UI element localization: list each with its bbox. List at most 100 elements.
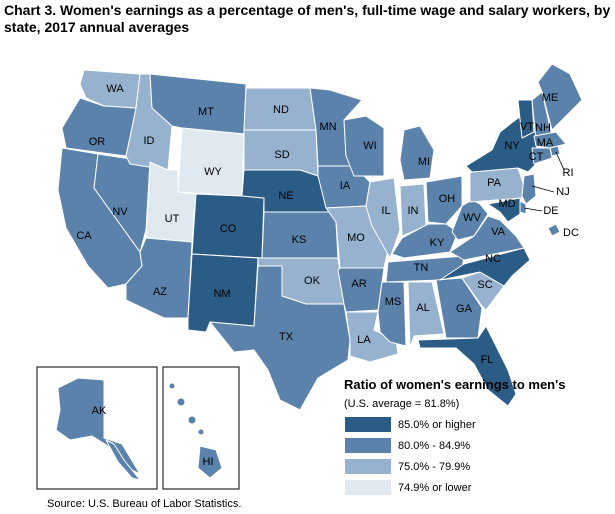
label-or: OR: [89, 136, 106, 148]
label-mt: MT: [198, 106, 214, 118]
label-ks: KS: [292, 234, 307, 246]
label-az: AZ: [153, 286, 167, 298]
label-ct: CT: [529, 151, 544, 163]
state-fl[interactable]: [417, 325, 517, 407]
state-il[interactable]: [365, 177, 401, 259]
state-vt[interactable]: [517, 99, 535, 139]
legend-swatch: [344, 437, 392, 454]
state-nj[interactable]: [521, 173, 537, 205]
label-nc: NC: [485, 253, 501, 265]
label-vt: VT: [520, 121, 534, 133]
legend-item: 74.9% or lower: [344, 477, 604, 498]
hawaii-inset-frame: [162, 366, 240, 490]
chart-title: Chart 3. Women's earnings as a percentag…: [4, 2, 611, 35]
state-hi-island-4[interactable]: [197, 428, 205, 436]
label-ny: NY: [504, 140, 520, 152]
state-oh[interactable]: [425, 175, 463, 225]
label-ar: AR: [351, 278, 366, 290]
state-ak[interactable]: [55, 377, 141, 475]
label-wi: WI: [363, 140, 376, 152]
state-mi[interactable]: [399, 125, 435, 181]
legend-swatch: [344, 416, 392, 433]
state-hi-island-2[interactable]: [176, 397, 186, 407]
state-wi[interactable]: [343, 115, 385, 177]
leader-lines: [523, 151, 565, 212]
legend-title: Ratio of women's earnings to men's: [344, 377, 566, 392]
state-hi-island-1[interactable]: [168, 382, 176, 390]
legend-item: 75.0% - 79.9%: [344, 456, 604, 477]
legend-item: 80.0% - 84.9%: [344, 435, 604, 456]
label-md: MD: [498, 198, 515, 210]
label-ia: IA: [340, 180, 351, 192]
state-ms[interactable]: [377, 281, 407, 347]
state-md[interactable]: [487, 197, 521, 223]
state-me[interactable]: [537, 63, 583, 131]
label-de: DE: [543, 205, 558, 217]
label-ri: RI: [563, 167, 574, 179]
label-id: ID: [144, 135, 155, 147]
label-ms: MS: [385, 296, 402, 308]
label-in: IN: [408, 205, 419, 217]
label-nd: ND: [273, 104, 289, 116]
legend: Ratio of women's earnings to men's (U.S.…: [344, 377, 604, 498]
state-hi[interactable]: [197, 445, 223, 479]
label-ne: NE: [278, 190, 293, 202]
state-al[interactable]: [407, 281, 445, 349]
alaska-inset-frame: [36, 366, 158, 490]
state-hi-island-3[interactable]: [187, 415, 197, 425]
label-dc: DC: [563, 227, 579, 239]
label-oh: OH: [439, 193, 456, 205]
label-nm: NM: [213, 288, 230, 300]
label-ak: AK: [92, 405, 107, 417]
state-nc[interactable]: [439, 247, 531, 287]
label-co: CO: [220, 223, 237, 235]
label-va: VA: [491, 226, 506, 238]
state-dc[interactable]: [547, 223, 561, 237]
legend-label: 80.0% - 84.9%: [398, 439, 471, 452]
label-ca: CA: [76, 230, 92, 242]
label-ut: UT: [165, 213, 180, 225]
label-nj: NJ: [556, 186, 569, 198]
state-tx[interactable]: [209, 265, 351, 411]
state-ky[interactable]: [391, 223, 459, 259]
label-ma: MA: [537, 137, 554, 149]
state-wy[interactable]: [177, 127, 245, 197]
source-note: Source: U.S. Bureau of Labor Statistics.: [47, 498, 242, 510]
label-ky: KY: [430, 237, 445, 249]
state-ct[interactable]: [531, 147, 553, 165]
state-la[interactable]: [345, 311, 399, 363]
label-il: IL: [381, 205, 390, 217]
legend-swatch: [344, 479, 392, 496]
label-mi: MI: [418, 156, 430, 168]
legend-swatch: [344, 458, 392, 475]
legend-label: 75.0% - 79.9%: [398, 460, 471, 473]
label-ga: GA: [456, 303, 473, 315]
label-nv: NV: [112, 206, 128, 218]
label-hi: HI: [203, 456, 214, 468]
legend-label: 74.9% or lower: [398, 481, 472, 494]
label-pa: PA: [487, 177, 502, 189]
legend-item: 85.0% or higher: [344, 414, 604, 435]
label-wa: WA: [106, 83, 124, 95]
legend-subtitle: (U.S. average = 81.8%): [344, 398, 460, 410]
state-ak-panhandle[interactable]: [105, 439, 141, 481]
label-fl: FL: [481, 354, 494, 366]
state-ar[interactable]: [337, 267, 385, 313]
label-ok: OK: [304, 275, 321, 287]
label-mn: MN: [319, 121, 336, 133]
state-ks[interactable]: [261, 211, 339, 259]
label-tn: TN: [414, 262, 429, 274]
label-tx: TX: [279, 331, 294, 343]
label-mo: MO: [347, 232, 365, 244]
label-me: ME: [542, 92, 559, 104]
label-al: AL: [416, 302, 429, 314]
label-la: LA: [357, 334, 371, 346]
label-sc: SC: [477, 279, 492, 291]
legend-items: 85.0% or higher 80.0% - 84.9% 75.0% - 79.9…: [344, 414, 604, 498]
legend-label: 85.0% or higher: [398, 418, 476, 431]
label-nh: NH: [535, 122, 551, 134]
state-wv[interactable]: [451, 199, 489, 241]
state-ga[interactable]: [435, 277, 483, 339]
label-wv: WV: [463, 212, 481, 224]
